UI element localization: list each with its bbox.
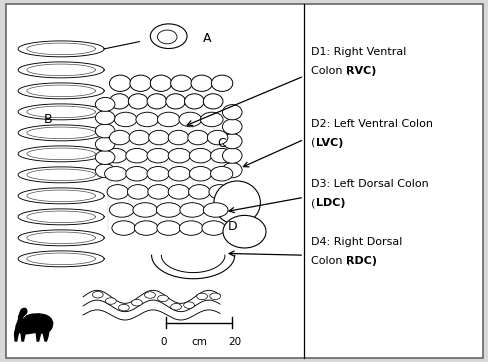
Ellipse shape bbox=[109, 203, 134, 217]
Ellipse shape bbox=[170, 75, 192, 91]
Polygon shape bbox=[15, 308, 53, 341]
Ellipse shape bbox=[222, 134, 242, 149]
Ellipse shape bbox=[95, 124, 115, 138]
Text: D1: Right Ventral: D1: Right Ventral bbox=[310, 47, 405, 57]
FancyBboxPatch shape bbox=[6, 4, 482, 358]
Text: Colon (: Colon ( bbox=[310, 256, 349, 266]
Ellipse shape bbox=[189, 148, 211, 163]
Ellipse shape bbox=[144, 292, 155, 298]
Text: RDC): RDC) bbox=[346, 256, 376, 266]
Ellipse shape bbox=[156, 203, 181, 217]
Ellipse shape bbox=[189, 167, 211, 181]
Ellipse shape bbox=[187, 130, 208, 145]
Ellipse shape bbox=[127, 185, 148, 199]
Text: B: B bbox=[44, 113, 53, 126]
Ellipse shape bbox=[196, 293, 207, 300]
Ellipse shape bbox=[168, 148, 190, 163]
Ellipse shape bbox=[180, 203, 204, 217]
Ellipse shape bbox=[202, 221, 225, 235]
Ellipse shape bbox=[188, 185, 209, 199]
Ellipse shape bbox=[147, 185, 169, 199]
Ellipse shape bbox=[210, 148, 232, 163]
Ellipse shape bbox=[125, 167, 148, 181]
Ellipse shape bbox=[157, 112, 180, 127]
Ellipse shape bbox=[157, 295, 168, 302]
Ellipse shape bbox=[133, 203, 157, 217]
Text: LDC): LDC) bbox=[316, 198, 345, 208]
Ellipse shape bbox=[203, 94, 223, 109]
Ellipse shape bbox=[109, 130, 130, 145]
Ellipse shape bbox=[95, 164, 115, 178]
Text: D2: Left Ventral Colon: D2: Left Ventral Colon bbox=[310, 119, 431, 129]
Text: RVC): RVC) bbox=[346, 66, 376, 76]
Ellipse shape bbox=[109, 75, 131, 91]
Ellipse shape bbox=[179, 221, 203, 235]
Ellipse shape bbox=[129, 130, 149, 145]
Ellipse shape bbox=[168, 167, 190, 181]
Ellipse shape bbox=[168, 185, 189, 199]
Text: Colon (: Colon ( bbox=[310, 66, 349, 76]
Ellipse shape bbox=[125, 148, 148, 163]
Ellipse shape bbox=[95, 111, 115, 125]
Text: D3: Left Dorsal Colon: D3: Left Dorsal Colon bbox=[310, 179, 427, 189]
Ellipse shape bbox=[222, 163, 242, 178]
Ellipse shape bbox=[157, 221, 180, 235]
Text: 0: 0 bbox=[160, 337, 167, 347]
Ellipse shape bbox=[214, 181, 260, 224]
Ellipse shape bbox=[211, 75, 232, 91]
Ellipse shape bbox=[203, 203, 227, 217]
Ellipse shape bbox=[183, 302, 194, 308]
Ellipse shape bbox=[95, 97, 115, 111]
Ellipse shape bbox=[147, 94, 166, 109]
Ellipse shape bbox=[109, 94, 129, 109]
Ellipse shape bbox=[223, 215, 265, 248]
Ellipse shape bbox=[128, 94, 148, 109]
Ellipse shape bbox=[208, 185, 230, 199]
Ellipse shape bbox=[114, 112, 137, 127]
Text: C: C bbox=[217, 136, 226, 150]
Ellipse shape bbox=[147, 167, 169, 181]
Ellipse shape bbox=[200, 112, 223, 127]
Ellipse shape bbox=[148, 130, 169, 145]
Ellipse shape bbox=[170, 303, 181, 310]
Ellipse shape bbox=[134, 221, 158, 235]
Text: LVC): LVC) bbox=[316, 138, 343, 148]
Text: A: A bbox=[203, 32, 211, 45]
Text: D: D bbox=[227, 220, 237, 233]
Ellipse shape bbox=[210, 167, 232, 181]
Ellipse shape bbox=[150, 24, 186, 49]
Ellipse shape bbox=[95, 151, 115, 164]
Ellipse shape bbox=[184, 94, 204, 109]
Ellipse shape bbox=[157, 30, 177, 44]
Ellipse shape bbox=[179, 112, 201, 127]
Ellipse shape bbox=[118, 304, 129, 311]
Ellipse shape bbox=[222, 119, 242, 134]
Ellipse shape bbox=[168, 130, 188, 145]
Ellipse shape bbox=[105, 298, 116, 304]
Ellipse shape bbox=[222, 105, 242, 120]
Ellipse shape bbox=[209, 293, 220, 299]
Ellipse shape bbox=[131, 299, 142, 306]
Ellipse shape bbox=[191, 75, 212, 91]
Ellipse shape bbox=[207, 130, 227, 145]
Ellipse shape bbox=[222, 148, 242, 163]
Ellipse shape bbox=[165, 94, 185, 109]
Ellipse shape bbox=[92, 291, 103, 298]
Text: 20: 20 bbox=[228, 337, 241, 347]
Text: (: ( bbox=[310, 138, 314, 148]
Text: D4: Right Dorsal: D4: Right Dorsal bbox=[310, 237, 401, 247]
Ellipse shape bbox=[147, 148, 169, 163]
Ellipse shape bbox=[150, 75, 171, 91]
Ellipse shape bbox=[136, 112, 158, 127]
Ellipse shape bbox=[112, 221, 135, 235]
Ellipse shape bbox=[104, 167, 126, 181]
Ellipse shape bbox=[95, 137, 115, 151]
Ellipse shape bbox=[130, 75, 151, 91]
Ellipse shape bbox=[104, 148, 126, 163]
Text: cm: cm bbox=[191, 337, 207, 347]
Text: (: ( bbox=[310, 198, 314, 208]
Ellipse shape bbox=[107, 185, 128, 199]
